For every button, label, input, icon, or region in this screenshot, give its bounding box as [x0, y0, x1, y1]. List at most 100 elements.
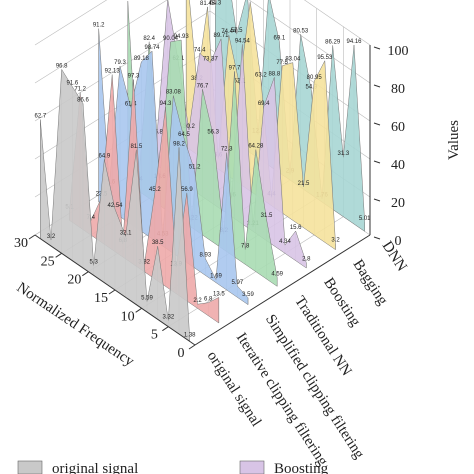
value-label: 5.97 — [231, 280, 243, 286]
z-tick — [373, 160, 381, 164]
value-label: 69.4 — [258, 101, 270, 107]
value-label: 94.93 — [174, 34, 190, 40]
value-label: 6.8 — [204, 297, 213, 303]
z-tick-label: 20 — [391, 196, 405, 211]
value-label: 81.5 — [130, 144, 142, 150]
z-tick — [373, 46, 381, 50]
z-tick — [373, 236, 381, 240]
value-label: 51.2 — [189, 165, 201, 171]
value-label: 64.9 — [98, 153, 110, 159]
z-tick-label: 80 — [391, 82, 405, 97]
value-label: 96.1 — [122, 0, 134, 1]
value-label: 94.3 — [160, 101, 172, 107]
value-label: 8.93 — [199, 252, 211, 258]
value-label: 64.3 — [209, 0, 221, 6]
value-label: 7.8 — [241, 244, 250, 250]
value-label: 45.2 — [149, 187, 161, 193]
value-label: 31.3 — [337, 151, 349, 157]
value-label: 91.6 — [66, 81, 78, 87]
value-label: 7.4 — [87, 215, 96, 221]
series-label: Bagging — [349, 257, 390, 309]
value-label: 97.7 — [229, 65, 241, 71]
value-label: 21.5 — [298, 181, 310, 187]
value-label: 91.2 — [93, 23, 105, 29]
value-label: 15.8 — [151, 129, 163, 135]
value-label: 88.8 — [268, 71, 280, 77]
ribbon — [127, 1, 278, 287]
z-tick — [373, 84, 381, 88]
value-label: 81.45 — [200, 1, 216, 7]
value-label: 97.3 — [128, 73, 140, 79]
value-label: 56.3 — [207, 129, 219, 135]
value-label: 31.5 — [261, 213, 273, 219]
value-label: 92.13 — [105, 69, 121, 75]
value-label: 99.71 — [243, 0, 259, 2]
value-label: 54.9 — [305, 84, 317, 90]
x-axis — [34, 234, 196, 346]
value-label: 1.38 — [184, 333, 196, 339]
value-label: 74.44 — [221, 29, 237, 35]
x-tick — [108, 289, 116, 295]
grid-line — [34, 0, 168, 84]
legend-swatch — [239, 460, 265, 474]
value-label: 76.7 — [197, 83, 209, 89]
value-label: 73.37 — [203, 57, 219, 63]
s-axis — [194, 234, 371, 346]
value-label: 80.95 — [307, 75, 323, 81]
legend-label: Boosting — [274, 461, 329, 474]
value-label: 74.4 — [194, 47, 206, 53]
ribbons: 5.0194.1631.386.291.7654.980.532.969.190… — [34, 0, 371, 342]
value-label: 3.2 — [47, 234, 56, 240]
value-label: 94.54 — [235, 38, 251, 44]
value-label: 83.08 — [166, 89, 182, 95]
value-label: 90.04 — [163, 36, 179, 42]
series-label: DNN — [379, 238, 410, 274]
value-label: 3.59 — [242, 292, 254, 298]
legend: original signal Boosting — [17, 460, 329, 474]
value-label: 89.18 — [134, 56, 150, 62]
x-tick — [188, 344, 196, 350]
value-label: 1.69 — [210, 273, 222, 279]
z-tick-label: 40 — [391, 158, 405, 173]
value-label: 86.29 — [325, 39, 341, 45]
value-label: 80.53 — [293, 28, 309, 34]
z-tick-label: 60 — [391, 120, 405, 135]
x-tick — [162, 326, 169, 332]
value-label: 42.54 — [107, 203, 123, 209]
value-label: 62.7 — [34, 114, 46, 120]
x-tick — [135, 307, 142, 313]
value-label: 4.59 — [271, 272, 283, 278]
z-tick — [373, 122, 381, 126]
ribbon — [185, 0, 336, 251]
value-label: 3.2 — [331, 238, 340, 244]
value-label: 5.3 — [89, 259, 98, 265]
value-label: 83.04 — [285, 57, 301, 63]
value-label: 72.3 — [221, 147, 233, 153]
x-tick-label: 5 — [151, 328, 158, 343]
value-label: 4.34 — [279, 239, 291, 245]
legend-swatch — [17, 460, 43, 474]
value-label: 5.59 — [141, 295, 153, 301]
value-label: 94.16 — [346, 39, 362, 45]
x-tick — [28, 234, 36, 240]
value-label: 89.71 — [213, 33, 229, 39]
x-tick-label: 20 — [67, 273, 81, 288]
value-label: 96.8 — [56, 63, 68, 69]
x-tick-label: 15 — [94, 291, 108, 306]
value-label: 86.6 — [77, 97, 89, 103]
value-label: 2.8 — [302, 257, 311, 263]
value-label: 57.5 — [231, 28, 243, 34]
x-tick-label: 10 — [121, 309, 135, 324]
z-tick-label: 100 — [388, 44, 409, 59]
series-label: Boosting — [320, 275, 363, 330]
value-label: 82.4 — [143, 36, 155, 42]
x-tick — [55, 252, 62, 258]
x-tick-label: 25 — [41, 254, 55, 269]
value-label: 95.53 — [317, 55, 333, 61]
z-tick-label: 0 — [395, 234, 402, 249]
value-label: 30.2 — [183, 124, 195, 130]
value-label: 69.1 — [273, 35, 285, 41]
value-label: 13.5 — [213, 291, 225, 297]
